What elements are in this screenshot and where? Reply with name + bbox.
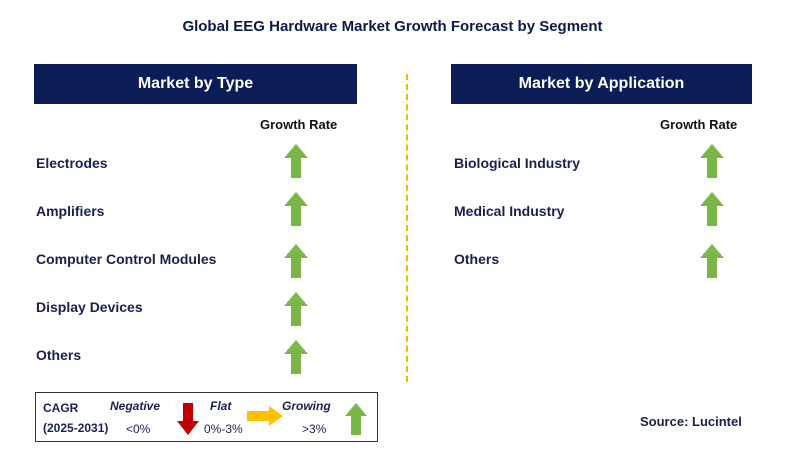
panel-divider: [406, 74, 408, 382]
up-arrow-icon: [700, 192, 724, 226]
legend-cagr-label: CAGR: [43, 401, 79, 415]
growth-rate-label-left: Growth Rate: [260, 117, 338, 132]
row-label-others-application: Others: [454, 251, 500, 267]
up-arrow-icon: [700, 244, 724, 278]
row-label-display-devices: Display Devices: [36, 299, 143, 315]
up-arrow-icon: [284, 192, 308, 226]
legend-growing-range: >3%: [302, 422, 327, 436]
legend-flat-range: 0%-3%: [204, 422, 243, 436]
row-label-electrodes: Electrodes: [36, 155, 108, 171]
legend-negative-range: <0%: [126, 422, 151, 436]
up-arrow-icon: [700, 144, 724, 178]
growth-rate-label-right: Growth Rate: [660, 117, 738, 132]
row-label-medical-industry: Medical Industry: [454, 203, 565, 219]
up-arrow-icon: [284, 144, 308, 178]
legend-negative-label: Negative: [110, 399, 161, 413]
cagr-legend: CAGR (2025-2031) Negative <0% Flat 0%-3%…: [35, 392, 378, 442]
legend-period: (2025-2031): [43, 421, 109, 435]
up-arrow-icon: [284, 244, 308, 278]
market-by-application-header: Market by Application: [451, 64, 752, 104]
legend-flat-label: Flat: [210, 399, 232, 413]
market-by-type-header: Market by Type: [34, 64, 357, 104]
source-credit: Source: Lucintel: [640, 414, 742, 429]
down-arrow-icon: [177, 403, 199, 435]
row-label-others-type: Others: [36, 347, 82, 363]
up-arrow-icon: [345, 403, 367, 435]
up-arrow-icon: [284, 292, 308, 326]
right-arrow-icon: [247, 406, 283, 426]
up-arrow-icon: [284, 340, 308, 374]
row-label-amplifiers: Amplifiers: [36, 203, 105, 219]
row-label-biological-industry: Biological Industry: [454, 155, 581, 171]
page-title: Global EEG Hardware Market Growth Foreca…: [182, 18, 603, 35]
row-label-computer-control-modules: Computer Control Modules: [36, 251, 217, 267]
legend-growing-label: Growing: [282, 399, 331, 413]
